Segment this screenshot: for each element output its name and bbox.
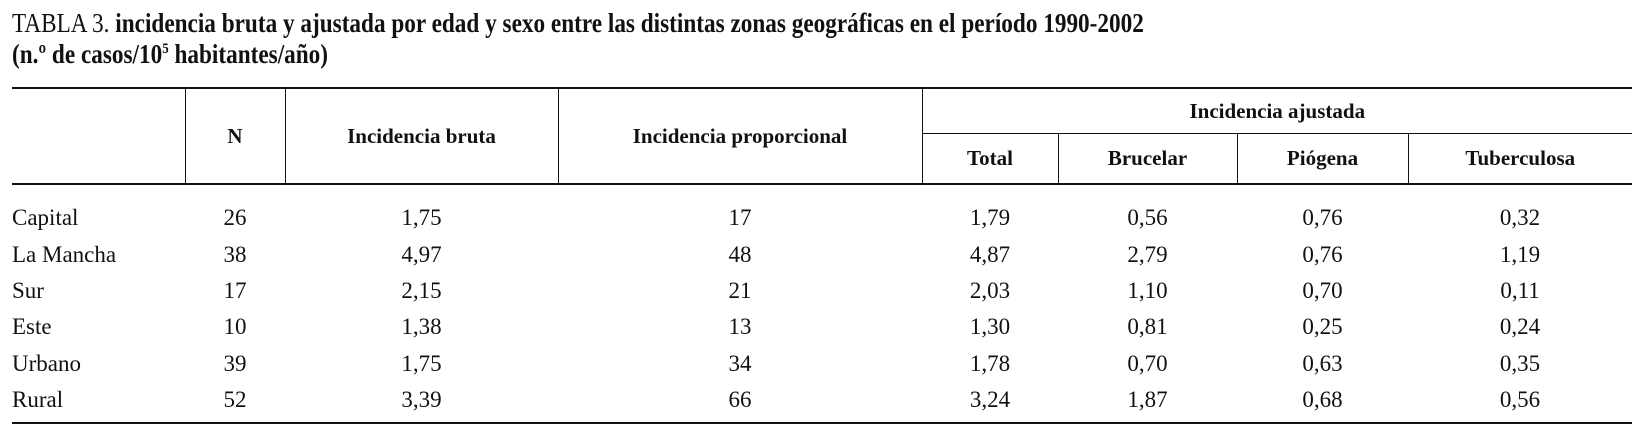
table-row: Sur 17 2,15 21 2,03 1,10 0,70 0,11 — [12, 273, 1632, 309]
cell: 1,75 — [401, 350, 442, 376]
cell: 26 — [223, 205, 247, 231]
cell: 2,03 — [969, 277, 1011, 303]
cell: 0,24 — [1499, 314, 1541, 340]
cell: 1,30 — [969, 314, 1011, 340]
cell: 0,35 — [1499, 350, 1541, 376]
table-row: La Mancha 38 4,97 48 4,87 2,79 0,76 1,19 — [12, 236, 1632, 272]
table-row: Rural 52 3,39 66 3,24 1,87 0,68 0,56 — [12, 381, 1633, 425]
cell: 4,97 — [401, 241, 442, 267]
title-line: TABLA 3. incidencia bruta y ajustada por… — [12, 8, 1144, 39]
subtitle-sup: 5 — [162, 41, 169, 57]
cell: 0,32 — [1499, 205, 1541, 231]
column-header: Incidencia bruta — [284, 87, 558, 185]
cell: 17 — [728, 205, 752, 231]
column-header: Incidencia proporcional — [557, 87, 922, 185]
cell: 3,39 — [285, 381, 558, 425]
cell: 21 — [728, 277, 752, 303]
cell: 0,76 — [1302, 241, 1343, 267]
cell: 17 — [223, 277, 247, 303]
cell: 0,56 — [1127, 205, 1168, 231]
cell: 1,78 — [969, 350, 1011, 376]
table-label: TABLA 3. — [12, 8, 110, 38]
data-table: N Incidencia bruta Incidencia proporcion… — [12, 87, 1633, 425]
cell: 10 — [223, 314, 247, 340]
subtitle-part: (n.º de casos/10 — [12, 39, 163, 69]
row-header: Rural — [12, 381, 185, 425]
cell: 1,19 — [1499, 241, 1541, 267]
cell: 1,79 — [969, 205, 1011, 231]
cell: 48 — [728, 241, 752, 267]
column-header: Tuberculosa — [1407, 133, 1633, 185]
cell: 0,56 — [1408, 381, 1633, 425]
subtitle: (n.º de casos/105 habitantes/año) — [12, 39, 1144, 70]
cell: 38 — [223, 241, 247, 267]
column-header: Piógena — [1236, 133, 1408, 185]
table-body: Capital 26 1,75 17 1,79 0,56 0,76 0,32 La Mancha… — [12, 184, 1633, 425]
cell: 52 — [185, 381, 285, 425]
cell: 0,70 — [1302, 277, 1343, 303]
group-header: Incidencia ajustada — [921, 87, 1633, 134]
row-header: Sur — [12, 277, 44, 303]
cell: 2,15 — [401, 277, 442, 303]
cell: 0,11 — [1500, 277, 1540, 303]
table-row: Capital 26 1,75 17 1,79 0,56 0,76 0,32 — [12, 184, 1632, 236]
table-row: Urbano 39 1,75 34 1,78 0,70 0,63 0,35 — [12, 346, 1632, 382]
cell: 0,68 — [1237, 381, 1408, 425]
cell: 34 — [728, 350, 752, 376]
row-header: La Mancha — [12, 241, 117, 267]
cell: 4,87 — [969, 241, 1011, 267]
cell: 0,76 — [1302, 205, 1343, 231]
subtitle-part: habitantes/año) — [168, 39, 329, 69]
corner-cell — [12, 87, 185, 185]
cell: 1,38 — [401, 314, 442, 340]
row-header: Urbano — [12, 350, 81, 376]
title-text: incidencia bruta y ajustada por edad y s… — [115, 8, 1144, 38]
cell: 0,25 — [1302, 314, 1343, 340]
row-header: Este — [12, 314, 52, 340]
cell: 66 — [558, 381, 922, 425]
column-header: Brucelar — [1057, 133, 1237, 185]
cell: 0,70 — [1127, 350, 1168, 376]
cell: 39 — [223, 350, 247, 376]
cell: 3,24 — [922, 381, 1058, 425]
cell: 0,63 — [1302, 350, 1343, 376]
column-header: Total — [921, 133, 1058, 185]
cell: 1,87 — [1058, 381, 1237, 425]
table-title: TABLA 3. incidencia bruta y ajustada por… — [12, 8, 1144, 70]
cell: 1,75 — [401, 205, 442, 231]
table-row: Este 10 1,38 13 1,30 0,81 0,25 0,24 — [12, 309, 1632, 345]
cell: 1,10 — [1127, 277, 1168, 303]
row-header: Capital — [12, 205, 79, 231]
cell: 2,79 — [1127, 241, 1168, 267]
column-header: N — [184, 87, 285, 185]
cell: 0,81 — [1127, 314, 1168, 340]
cell: 13 — [728, 314, 752, 340]
